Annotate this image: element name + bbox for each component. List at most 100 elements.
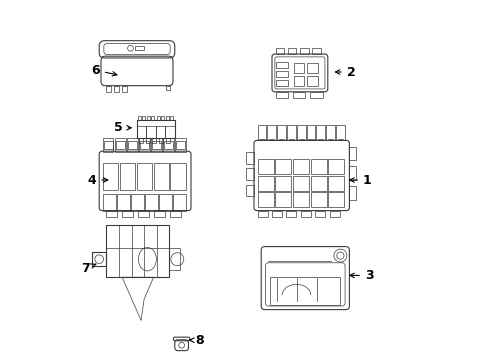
Bar <box>301 211 311 217</box>
Bar <box>272 211 282 217</box>
Bar <box>122 86 127 92</box>
Bar <box>106 86 111 92</box>
Bar <box>258 192 274 207</box>
Bar <box>115 138 125 152</box>
Text: 5: 5 <box>114 121 131 134</box>
Bar <box>164 141 173 149</box>
Bar <box>246 168 254 180</box>
Bar <box>287 125 296 140</box>
Text: 3: 3 <box>350 269 373 282</box>
Bar <box>106 211 117 217</box>
Bar <box>307 125 316 140</box>
Bar <box>275 62 288 68</box>
Bar <box>258 159 274 174</box>
Bar <box>154 211 165 217</box>
Text: 1: 1 <box>350 174 372 186</box>
Bar <box>171 163 186 190</box>
Bar <box>336 125 345 140</box>
Bar <box>293 92 305 98</box>
Bar <box>103 141 113 149</box>
Text: 8: 8 <box>190 334 204 347</box>
Bar <box>286 211 296 217</box>
Bar <box>311 159 327 174</box>
Bar <box>103 194 116 211</box>
Bar <box>152 141 161 149</box>
Bar <box>151 138 162 152</box>
Bar <box>140 141 149 149</box>
Bar <box>312 48 321 54</box>
Bar <box>293 192 309 207</box>
Bar <box>145 194 158 211</box>
Bar <box>275 92 288 98</box>
Bar <box>137 120 175 138</box>
Bar <box>147 126 156 138</box>
Bar <box>114 86 120 92</box>
Bar <box>328 176 344 191</box>
Bar <box>122 211 133 217</box>
Bar <box>258 211 268 217</box>
Bar <box>170 211 180 217</box>
Bar <box>246 152 254 164</box>
Text: 4: 4 <box>88 174 108 186</box>
Bar <box>311 192 327 207</box>
Bar <box>275 48 284 54</box>
Bar <box>147 116 150 120</box>
Bar <box>294 63 304 73</box>
Bar <box>297 125 306 140</box>
Bar <box>294 76 304 86</box>
Bar <box>138 116 141 120</box>
Text: 6: 6 <box>91 64 117 77</box>
Bar <box>152 138 156 143</box>
Bar <box>159 138 163 143</box>
Bar <box>307 63 318 73</box>
Bar <box>349 147 356 160</box>
Bar <box>171 116 173 120</box>
Bar <box>166 138 170 143</box>
Bar <box>328 192 344 207</box>
Bar <box>142 116 145 120</box>
Bar <box>330 211 340 217</box>
Bar <box>166 86 170 90</box>
Bar <box>288 48 296 54</box>
Bar <box>166 116 169 120</box>
Bar <box>277 125 286 140</box>
Bar <box>116 141 125 149</box>
Bar <box>293 159 309 174</box>
Bar <box>170 248 180 270</box>
Bar <box>293 176 309 191</box>
Bar <box>246 185 254 196</box>
Bar <box>175 138 186 152</box>
Bar <box>275 80 288 86</box>
Bar <box>135 46 144 50</box>
Bar <box>161 116 164 120</box>
Bar <box>146 138 149 143</box>
Bar <box>139 138 150 152</box>
Bar <box>128 141 137 149</box>
Bar <box>176 141 185 149</box>
Bar <box>349 186 356 200</box>
Bar <box>310 92 323 98</box>
Bar <box>103 138 114 152</box>
Bar <box>317 125 325 140</box>
Bar <box>138 211 149 217</box>
Bar <box>151 116 154 120</box>
Bar <box>328 159 344 174</box>
Bar <box>137 163 152 190</box>
Bar <box>326 125 335 140</box>
Bar <box>349 166 356 180</box>
Bar <box>106 225 170 277</box>
Bar <box>139 138 143 143</box>
Text: 2: 2 <box>336 66 356 78</box>
Bar <box>103 163 118 190</box>
Bar <box>270 277 341 305</box>
Bar <box>300 48 309 54</box>
Bar <box>157 116 160 120</box>
Bar <box>307 76 318 86</box>
Bar <box>127 138 138 152</box>
Bar <box>275 192 292 207</box>
Bar <box>156 126 165 138</box>
Bar <box>165 126 175 138</box>
Bar <box>173 194 186 211</box>
Bar <box>258 176 274 191</box>
Bar <box>315 211 325 217</box>
